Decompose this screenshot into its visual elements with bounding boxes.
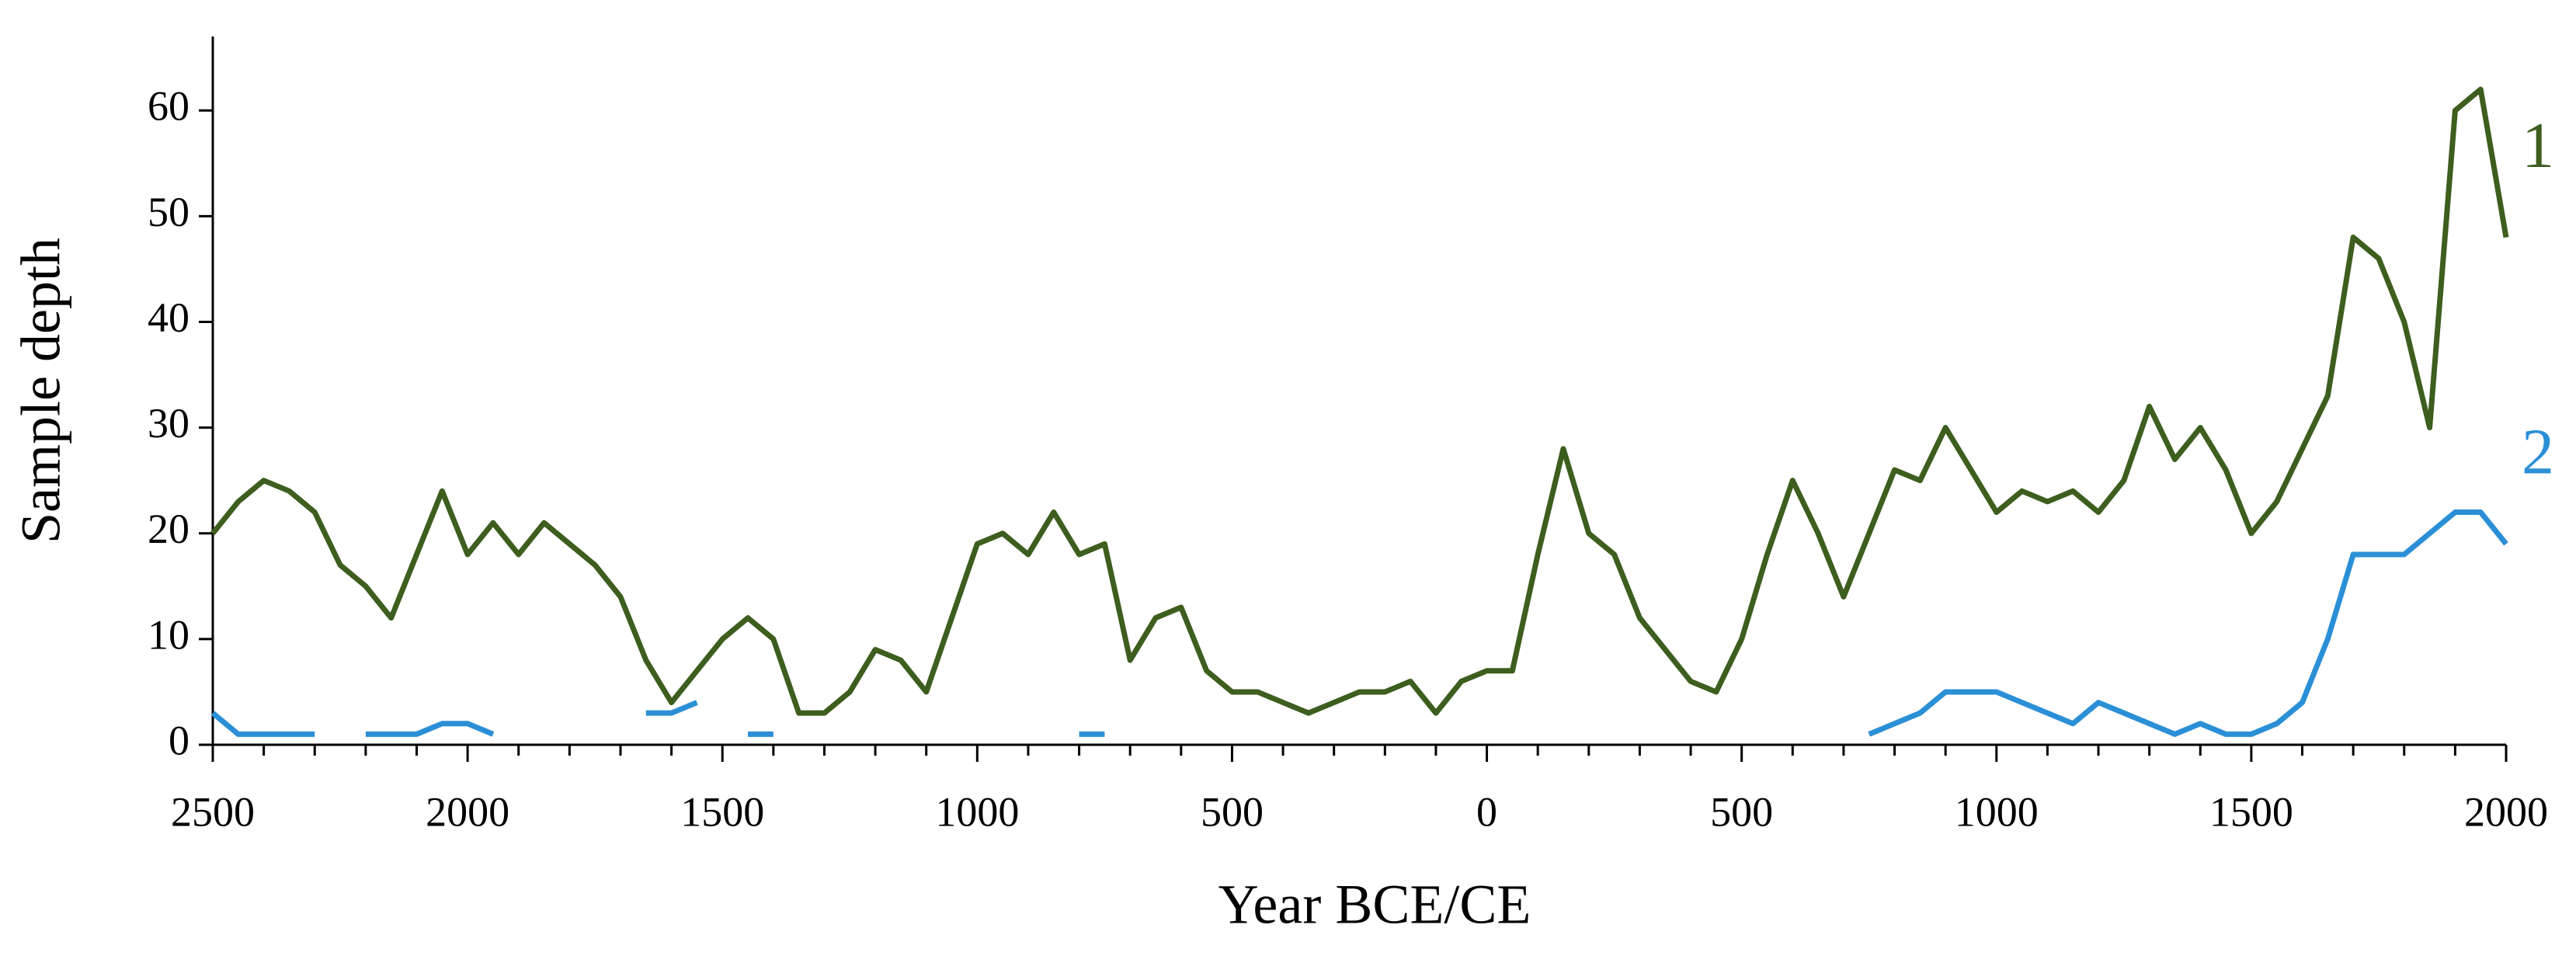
- y-tick-label: 10: [148, 611, 189, 658]
- series-line: [210, 86, 2509, 716]
- y-tick-label: 40: [148, 294, 189, 341]
- y-tick-label: 30: [148, 400, 189, 447]
- x-tick-label: 2000: [2464, 788, 2548, 835]
- y-tick-label: 20: [148, 506, 189, 552]
- y-tick-label: 0: [169, 717, 189, 763]
- x-tick-label: 1000: [935, 788, 1019, 835]
- series-line: [210, 509, 2508, 737]
- x-tick-label: 1500: [680, 788, 764, 835]
- x-tick-label: 2000: [426, 788, 509, 835]
- y-tick-label: 60: [148, 83, 189, 130]
- x-tick-label: 2500: [171, 788, 255, 835]
- x-tick-label: 500: [1710, 788, 1773, 835]
- x-tick-label: 500: [1201, 788, 1264, 835]
- y-tick-label: 50: [148, 189, 189, 235]
- x-tick-label: 0: [1476, 788, 1497, 835]
- x-tick-label: 1500: [2209, 788, 2293, 835]
- y-axis-label: Sample depth: [10, 238, 72, 544]
- series-end-label: 1: [2522, 110, 2554, 182]
- series-end-label: 2: [2522, 416, 2554, 488]
- x-tick-label: 1000: [1955, 788, 2039, 835]
- x-axis-label: Year BCE/CE: [1218, 874, 1531, 936]
